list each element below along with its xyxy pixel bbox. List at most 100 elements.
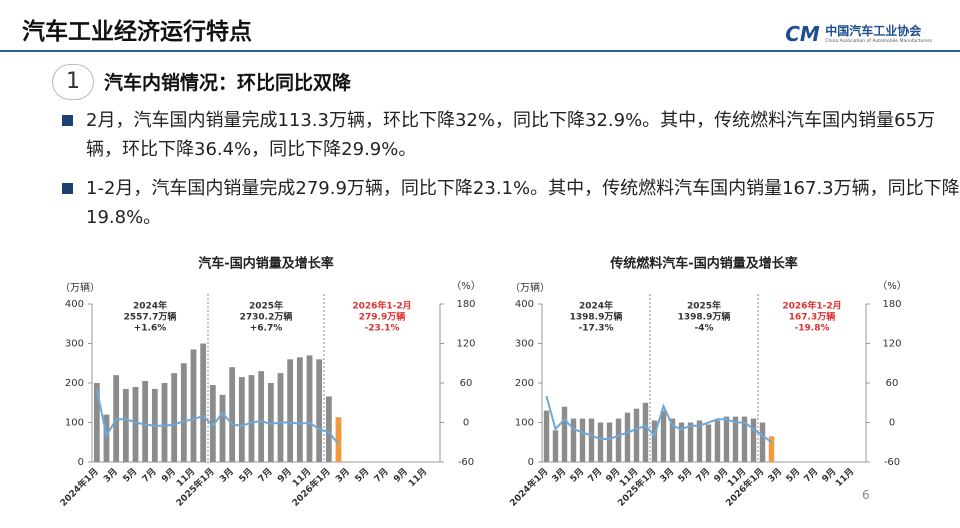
y2-tick-label: -60 (884, 457, 900, 468)
x-tick-label: 2024年1月 (57, 465, 100, 508)
x-tick-label: 7月 (256, 466, 275, 485)
x-tick-label: 5月 (784, 466, 803, 485)
y2-tick-label: 120 (456, 339, 475, 350)
bar (122, 388, 129, 462)
bar (759, 422, 766, 462)
bar (696, 420, 703, 462)
bar (543, 410, 550, 462)
bar (741, 416, 748, 462)
y2-tick-label: 60 (460, 378, 473, 389)
y-tick-label: 0 (528, 457, 534, 468)
bar (316, 359, 323, 462)
x-tick-label: 7月 (586, 466, 605, 485)
section-title: 汽车内销情况：环比同比双降 (104, 72, 352, 94)
x-tick-label: 5月 (353, 466, 372, 485)
bar (687, 422, 694, 462)
bar (248, 375, 255, 462)
bar (229, 367, 236, 462)
bullet: 2月，汽车国内销量完成113.3万辆，环比下降32%，同比下降32.9%。其中，… (62, 106, 960, 164)
bar (306, 355, 313, 462)
annotation: +1.6% (134, 324, 167, 334)
logo-icon: CM (785, 22, 820, 46)
bar (732, 416, 739, 462)
x-tick-label: 3月 (550, 466, 569, 485)
bar (579, 418, 586, 462)
bar (200, 343, 207, 462)
bar (93, 383, 100, 462)
logo: CM 中国汽车工业协会 China Association of Automob… (785, 22, 932, 46)
x-tick-label: 2024年1月 (507, 465, 550, 508)
bar (552, 430, 559, 462)
y-tick-label: 200 (515, 378, 534, 389)
x-tick-label: 3月 (101, 466, 120, 485)
growth-line (545, 395, 773, 443)
logo-text: 中国汽车工业协会 (825, 24, 922, 38)
y2-tick-label: 180 (456, 299, 475, 310)
bar (624, 412, 631, 462)
annotation: 1398.9万辆 (570, 311, 623, 323)
bar (705, 424, 712, 462)
bar (277, 373, 284, 462)
bar (132, 386, 139, 462)
bar (570, 418, 577, 462)
bar (615, 418, 622, 462)
logo-subtext: China Association of Automobile Manufact… (825, 39, 932, 44)
x-tick-label: 3月 (217, 466, 236, 485)
y-tick-label: 0 (78, 457, 84, 468)
bar (219, 394, 226, 462)
bar (267, 383, 274, 462)
bar (238, 377, 245, 462)
annotation: 2026年1-2月 (352, 300, 411, 312)
bar (325, 396, 332, 462)
y2-tick-label: -60 (458, 457, 474, 468)
bar (161, 383, 168, 462)
bar (714, 420, 721, 462)
bar (651, 420, 658, 462)
bar (258, 371, 265, 462)
bar (103, 414, 110, 462)
y-tick-label: 200 (65, 378, 84, 389)
x-tick-label: 7月 (694, 466, 713, 485)
y2-axis-label: （%） (451, 280, 481, 292)
y-axis-label: （万辆） (60, 281, 100, 294)
page-number: 6 (862, 488, 870, 502)
y-tick-label: 400 (515, 299, 534, 310)
x-tick-label: 5月 (121, 466, 140, 485)
annotation: 2025年 (687, 300, 721, 312)
bar (669, 418, 676, 462)
bar (768, 436, 775, 462)
section-number: 1 (52, 64, 94, 100)
bar (561, 406, 568, 462)
x-tick-label: 5月 (237, 466, 256, 485)
x-tick-label: 7月 (372, 466, 391, 485)
bar (171, 373, 178, 462)
bar (209, 384, 216, 462)
page-title: 汽车工业经济运行特点 (22, 19, 252, 45)
y2-tick-label: 120 (882, 339, 901, 350)
annotation: +6.7% (250, 324, 283, 334)
growth-line (95, 389, 340, 445)
annotation: -4% (694, 324, 713, 334)
x-tick-label: 11月 (833, 466, 856, 489)
bar (180, 363, 187, 462)
y2-tick-label: 180 (882, 299, 901, 310)
y-tick-label: 100 (515, 418, 534, 429)
annotation: 2025年 (249, 300, 283, 312)
annotation: -19.8% (795, 324, 830, 334)
y2-tick-label: 0 (889, 418, 895, 429)
annotation: 167.3万辆 (789, 311, 835, 323)
bar (335, 417, 342, 462)
x-tick-label: 3月 (333, 466, 352, 485)
bar (606, 422, 613, 462)
annotation: 2730.2万辆 (240, 311, 293, 323)
annotation: 2026年1-2月 (782, 300, 841, 312)
x-tick-label: 5月 (568, 466, 587, 485)
bar (190, 349, 197, 462)
x-tick-label: 3月 (766, 466, 785, 485)
bar (287, 359, 294, 462)
bar (678, 422, 685, 462)
bar (296, 357, 303, 462)
bar (142, 381, 149, 462)
